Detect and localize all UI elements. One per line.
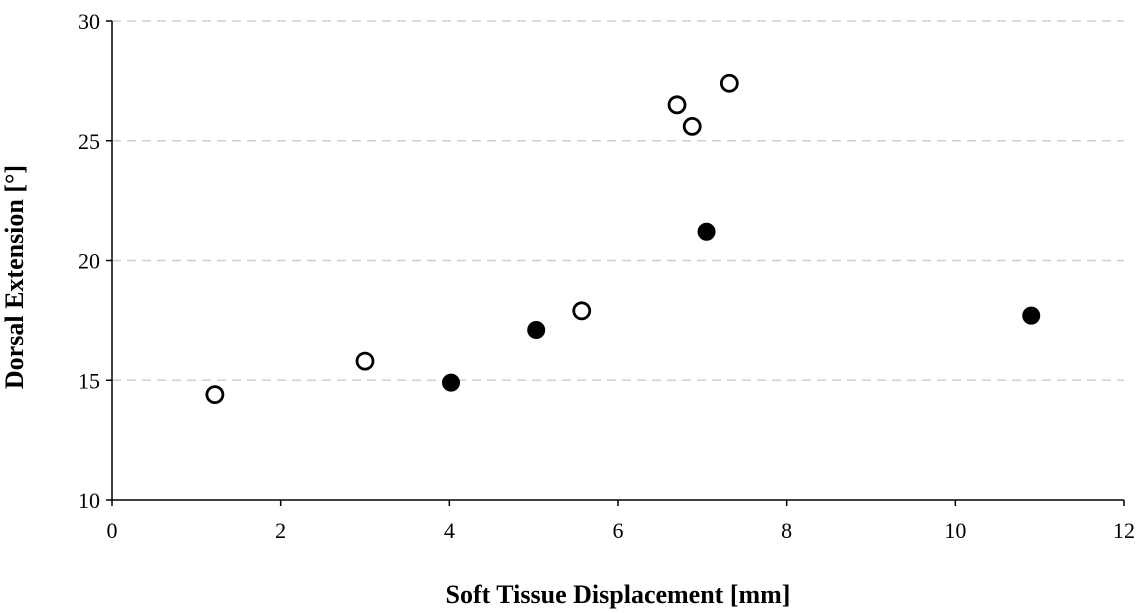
x-tick-label: 0 (107, 518, 118, 543)
open-data-point (355, 351, 375, 371)
filled-data-point (1022, 306, 1041, 325)
y-tick-label: 20 (78, 249, 100, 274)
open-data-point (682, 116, 702, 136)
x-tick-label: 8 (781, 518, 792, 543)
filled-data-point (697, 222, 716, 241)
tick-labels: 10 15 20 25 30 0 2 4 6 8 10 12 (78, 9, 1135, 543)
y-tick-label: 25 (78, 129, 100, 154)
x-tick-label: 10 (944, 518, 966, 543)
gridlines (112, 20, 1124, 381)
x-tick-label: 4 (444, 518, 455, 543)
filled-data-point (442, 373, 461, 392)
x-tick-label: 6 (613, 518, 624, 543)
y-tick-label: 30 (78, 9, 100, 34)
y-axis-title: Dorsal Extension [°] (0, 165, 29, 389)
y-tick-label: 15 (78, 368, 100, 393)
filled-data-point (527, 320, 546, 339)
x-tick-label: 2 (275, 518, 286, 543)
y-tick-label: 10 (78, 488, 100, 513)
x-axis-title: Soft Tissue Displacement [mm] (446, 580, 791, 609)
open-data-point (667, 95, 687, 115)
open-data-point (719, 73, 739, 93)
data-points (205, 73, 1041, 405)
x-tick-label: 12 (1113, 518, 1135, 543)
open-data-point (572, 301, 592, 321)
open-data-point (205, 385, 225, 405)
